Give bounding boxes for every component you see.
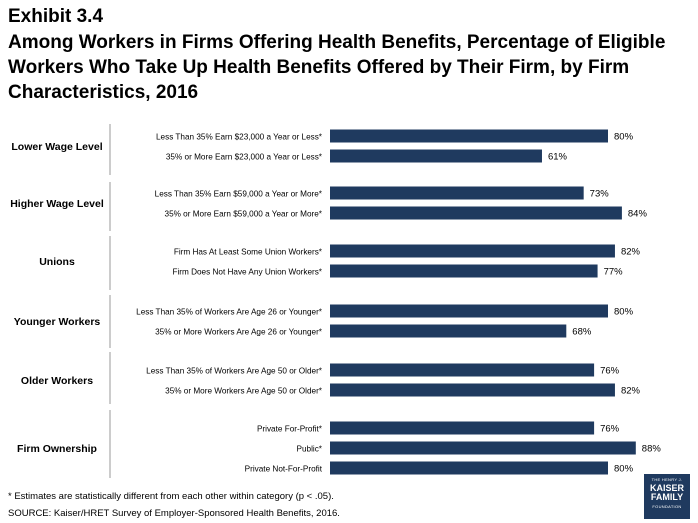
bar-category-label: Less Than 35% of Workers Are Age 26 or Y…: [136, 308, 323, 317]
bar-category-label: Firm Does Not Have Any Union Workers*: [172, 268, 322, 277]
bar-category-label: 35% or More Workers Are Age 26 or Younge…: [155, 328, 323, 337]
group-label: Firm Ownership: [17, 443, 97, 455]
logo-line-3: FAMILY: [650, 492, 684, 502]
logo-line-1: THE HENRY J.: [651, 477, 683, 482]
bar-category-label: Private For-Profit*: [257, 425, 323, 434]
logo-line-4: FOUNDATION: [652, 504, 682, 509]
bar-category-label: 35% or More Earn $23,000 a Year or Less*: [166, 153, 323, 162]
bar-category-label: Firm Has At Least Some Union Workers*: [174, 248, 323, 257]
bar-value-label: 84%: [628, 209, 648, 220]
exhibit-label: Exhibit 3.4: [8, 6, 104, 27]
bar-category-label: Public*: [297, 445, 323, 454]
group-label: Younger Workers: [14, 316, 101, 328]
bar: [330, 441, 636, 455]
bar-category-label: Less Than 35% Earn $59,000 a Year or Mor…: [155, 190, 323, 199]
bar-value-label: 76%: [600, 366, 620, 377]
bar: [330, 461, 608, 475]
bar-value-label: 80%: [614, 132, 634, 143]
footnote: * Estimates are statistically different …: [8, 491, 334, 502]
bar-value-label: 61%: [548, 152, 568, 163]
bar-category-label: Private Not-For-Profit: [245, 465, 323, 474]
bar: [330, 206, 622, 220]
bar-category-label: Less Than 35% of Workers Are Age 50 or O…: [146, 367, 323, 376]
bar-value-label: 68%: [572, 327, 592, 338]
bar-value-label: 77%: [604, 267, 624, 278]
bar: [330, 244, 615, 258]
bar: [330, 304, 608, 318]
logo-line-2: KAISER: [649, 483, 684, 493]
kff-logo: THE HENRY J. KAISER FAMILY FOUNDATION: [644, 474, 690, 519]
bar-value-label: 88%: [642, 444, 662, 455]
bar: [330, 383, 615, 397]
group-label: Lower Wage Level: [11, 141, 102, 153]
group-label: Older Workers: [21, 375, 93, 387]
bar: [330, 149, 542, 163]
group-label: Higher Wage Level: [10, 198, 104, 210]
bar-value-label: 73%: [590, 189, 610, 200]
bar-value-label: 80%: [614, 307, 634, 318]
bar-category-label: 35% or More Earn $59,000 a Year or More*: [165, 210, 323, 219]
bar-category-label: Less Than 35% Earn $23,000 a Year or Les…: [156, 133, 323, 142]
bar-category-label: 35% or More Workers Are Age 50 or Older*: [165, 387, 323, 396]
bar: [330, 264, 598, 278]
bar: [330, 129, 608, 143]
bar-value-label: 76%: [600, 424, 620, 435]
source-note: SOURCE: Kaiser/HRET Survey of Employer-S…: [8, 508, 340, 519]
bar: [330, 363, 595, 377]
bar-value-label: 82%: [621, 386, 641, 397]
bar: [330, 324, 567, 338]
group-label: Unions: [39, 256, 75, 268]
bar: [330, 421, 595, 435]
bar-value-label: 80%: [614, 464, 634, 475]
chart-title: Among Workers in Firms Offering Health B…: [8, 32, 666, 103]
bar: [330, 186, 584, 200]
bar-value-label: 82%: [621, 247, 641, 258]
